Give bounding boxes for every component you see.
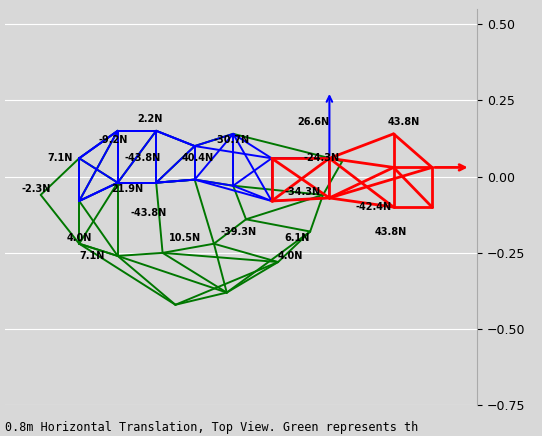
Text: 43.8N: 43.8N (387, 117, 420, 126)
Text: -43.8N: -43.8N (131, 208, 167, 218)
Text: 7.1N: 7.1N (47, 153, 73, 163)
Text: -42.4N: -42.4N (355, 202, 391, 212)
Text: 2.2N: 2.2N (137, 114, 162, 123)
Text: 40.4N: 40.4N (182, 153, 214, 163)
Text: -2.3N: -2.3N (22, 184, 51, 194)
Text: 0.8m Horizontal Translation, Top View. Green represents th: 0.8m Horizontal Translation, Top View. G… (5, 421, 418, 434)
Text: 6.1N: 6.1N (285, 233, 310, 242)
Text: -9.2N: -9.2N (99, 135, 128, 145)
Text: 10.5N: 10.5N (169, 233, 201, 242)
Text: 4.0N: 4.0N (66, 233, 92, 242)
Text: 21.9N: 21.9N (111, 184, 144, 194)
Text: -34.3N: -34.3N (285, 187, 321, 197)
Text: -43.8N: -43.8N (124, 153, 160, 163)
Text: 7.1N: 7.1N (79, 251, 105, 261)
Text: 43.8N: 43.8N (375, 227, 406, 236)
Text: -24.3N: -24.3N (304, 153, 340, 163)
Text: 26.6N: 26.6N (298, 117, 330, 126)
Text: -39.3N: -39.3N (221, 227, 256, 236)
Text: -30.7N: -30.7N (214, 135, 250, 145)
Text: 4.0N: 4.0N (278, 251, 304, 261)
